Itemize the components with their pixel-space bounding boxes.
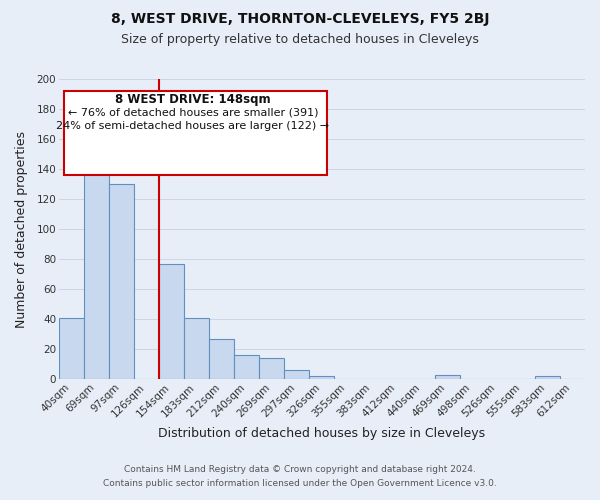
Text: 8 WEST DRIVE: 148sqm: 8 WEST DRIVE: 148sqm [115,92,271,106]
Bar [310,376,334,379]
Text: 24% of semi-detached houses are larger (122) →: 24% of semi-detached houses are larger (… [56,121,329,131]
FancyBboxPatch shape [64,91,327,175]
Y-axis label: Number of detached properties: Number of detached properties [15,130,28,328]
Bar [59,318,84,379]
X-axis label: Distribution of detached houses by size in Cleveleys: Distribution of detached houses by size … [158,427,485,440]
Text: Size of property relative to detached houses in Cleveleys: Size of property relative to detached ho… [121,32,479,46]
Text: 8, WEST DRIVE, THORNTON-CLEVELEYS, FY5 2BJ: 8, WEST DRIVE, THORNTON-CLEVELEYS, FY5 2… [111,12,489,26]
Bar [84,142,109,379]
Bar [259,358,284,379]
Bar [434,374,460,379]
Bar [209,338,234,379]
Bar [184,318,209,379]
Text: Contains HM Land Registry data © Crown copyright and database right 2024.
Contai: Contains HM Land Registry data © Crown c… [103,466,497,487]
Bar [159,264,184,379]
Bar [109,184,134,379]
Text: ← 76% of detached houses are smaller (391): ← 76% of detached houses are smaller (39… [68,108,318,118]
Bar [284,370,310,379]
Bar [535,376,560,379]
Bar [234,355,259,379]
